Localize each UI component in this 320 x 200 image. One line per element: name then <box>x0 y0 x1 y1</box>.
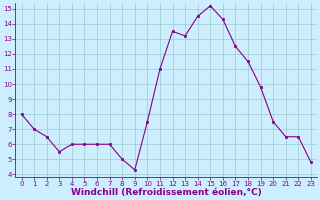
X-axis label: Windchill (Refroidissement éolien,°C): Windchill (Refroidissement éolien,°C) <box>71 188 262 197</box>
